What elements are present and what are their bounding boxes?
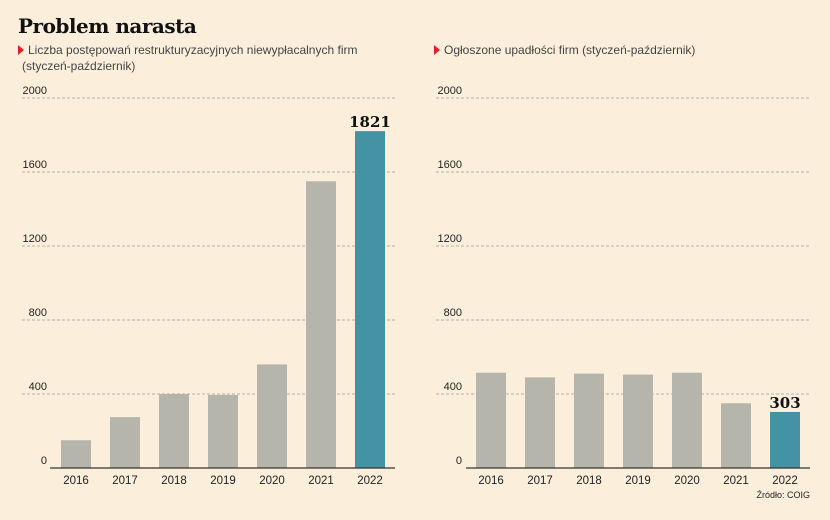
data-label: 1821 xyxy=(349,113,391,131)
x-tick-label: 2018 xyxy=(161,475,187,487)
bar-2021 xyxy=(306,181,336,468)
y-tick-label: 0 xyxy=(41,455,47,467)
bar-2018 xyxy=(159,394,189,468)
x-tick-label: 2018 xyxy=(576,475,602,487)
y-tick-label: 1600 xyxy=(438,159,462,171)
bar-2016 xyxy=(61,440,91,468)
y-tick-label: 0 xyxy=(456,455,462,467)
x-tick-label: 2016 xyxy=(478,475,504,487)
bar-2017 xyxy=(525,377,555,468)
bar-2016 xyxy=(476,372,506,468)
y-tick-label: 2000 xyxy=(23,85,47,97)
x-tick-label: 2021 xyxy=(723,475,749,487)
x-tick-label: 2017 xyxy=(527,475,553,487)
bar-2018 xyxy=(574,373,604,468)
y-tick-label: 1600 xyxy=(23,159,47,171)
left-chart-subtitle: Liczba postępowań restrukturyzacyjnych n… xyxy=(18,42,398,74)
bar-2020 xyxy=(257,364,287,468)
x-tick-label: 2016 xyxy=(63,475,89,487)
triangle-marker-icon xyxy=(434,45,440,55)
bar-2022 xyxy=(355,131,385,469)
y-tick-label: 400 xyxy=(444,381,462,393)
bar-2022 xyxy=(770,411,800,468)
right-subtitle-line-1: Ogłoszone upadłości firm (styczeń-paździ… xyxy=(444,43,696,57)
y-tick-label: 1200 xyxy=(23,233,47,245)
x-tick-label: 2019 xyxy=(625,475,651,487)
x-tick-label: 2020 xyxy=(674,475,700,487)
x-tick-label: 2022 xyxy=(772,475,798,487)
bar-2017 xyxy=(110,417,140,468)
bar-2020 xyxy=(672,372,702,468)
y-tick-label: 1200 xyxy=(438,233,462,245)
bar-2019 xyxy=(208,394,238,468)
left-subtitle-line-2: (styczeń-październik) xyxy=(22,59,136,73)
x-tick-label: 2019 xyxy=(210,475,236,487)
source-note: Źródło: COIG xyxy=(756,490,810,500)
data-label: 303 xyxy=(769,394,800,412)
bar-2019 xyxy=(623,374,653,468)
y-tick-label: 800 xyxy=(444,307,462,319)
y-tick-label: 800 xyxy=(29,307,47,319)
right-chart-subtitle: Ogłoszone upadłości firm (styczeń-paździ… xyxy=(434,42,814,58)
chart-title: Problem narasta xyxy=(18,14,197,38)
x-tick-label: 2017 xyxy=(112,475,138,487)
x-tick-label: 2020 xyxy=(259,475,285,487)
x-tick-label: 2021 xyxy=(308,475,334,487)
bar-2021 xyxy=(721,403,751,468)
left-subtitle-line-1: Liczba postępowań restrukturyzacyjnych n… xyxy=(28,43,358,57)
x-tick-label: 2022 xyxy=(357,475,383,487)
y-tick-label: 400 xyxy=(29,381,47,393)
y-tick-label: 2000 xyxy=(438,85,462,97)
triangle-marker-icon xyxy=(18,45,24,55)
